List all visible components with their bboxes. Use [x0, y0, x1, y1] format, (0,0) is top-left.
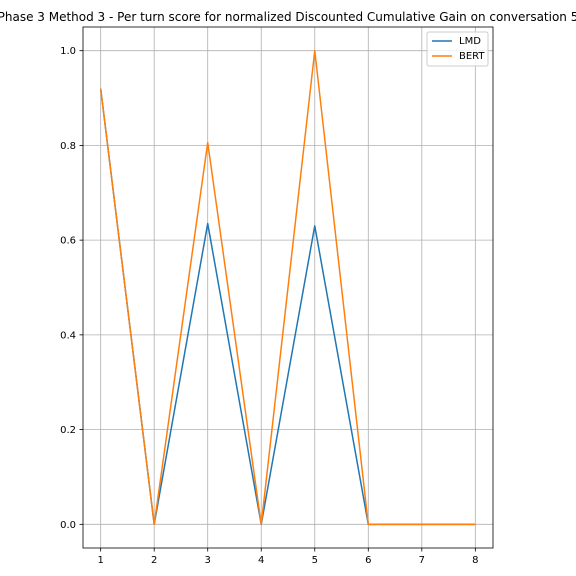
series-line-bert [99, 49, 476, 526]
y-tick-label: 0.8 [60, 141, 76, 152]
x-tick-label: 6 [365, 555, 371, 566]
x-tick-label: 3 [205, 555, 211, 566]
y-tick-label: 0.0 [60, 520, 76, 531]
y-tick-label: 0.4 [60, 330, 76, 341]
series-layer [99, 49, 476, 526]
x-tick-label: 8 [472, 555, 478, 566]
y-tick-label: 0.6 [60, 236, 76, 247]
x-tick-label: 2 [151, 555, 157, 566]
chart-title: Phase 3 Method 3 - Per turn score for no… [0, 10, 576, 24]
x-tick-label: 7 [419, 555, 425, 566]
legend-label-lmd: LMD [459, 36, 481, 47]
x-tick-label: 5 [312, 555, 318, 566]
grid [83, 27, 493, 548]
plot-frame [82, 26, 494, 549]
x-tick-label: 1 [97, 555, 103, 566]
ticks: 1 2 3 4 5 6 7 8 0.0 0.2 0.4 0.6 0.8 1.0 [60, 46, 478, 566]
y-tick-label: 1.0 [60, 46, 76, 57]
legend-label-bert: BERT [459, 51, 485, 62]
legend: LMD BERT [426, 31, 489, 67]
y-tick-label: 0.2 [60, 425, 76, 436]
x-tick-label: 4 [258, 555, 264, 566]
